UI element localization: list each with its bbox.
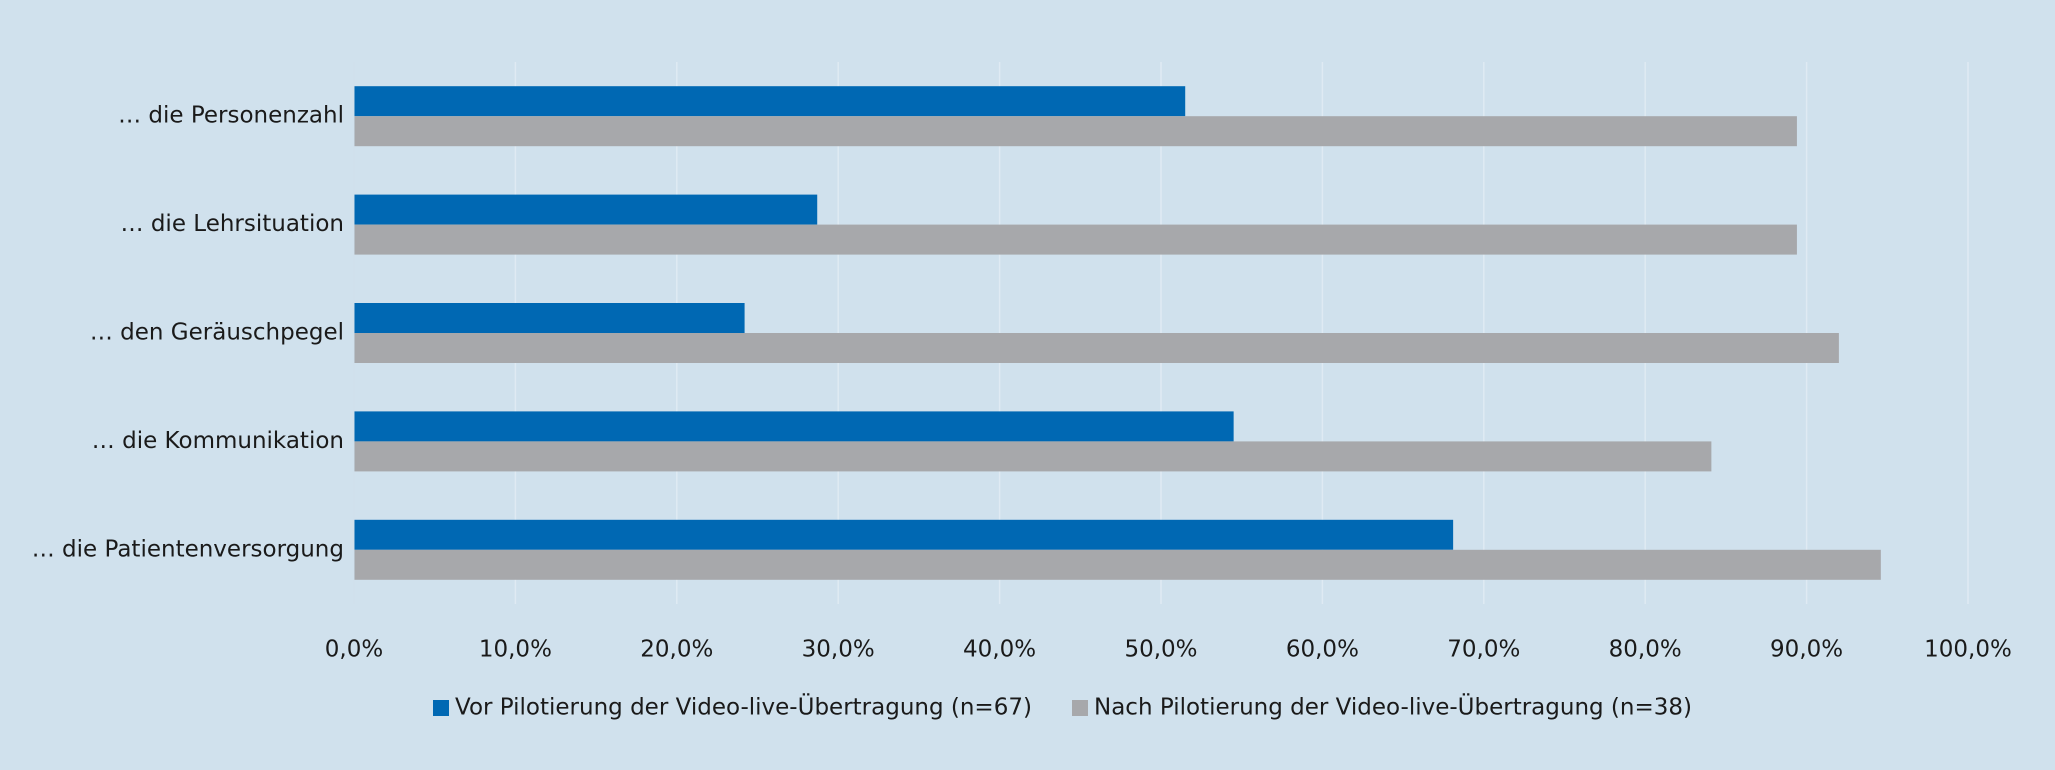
x-tick-label: 60,0% bbox=[1286, 637, 1359, 663]
x-tick-label: 30,0% bbox=[802, 637, 875, 663]
bar bbox=[354, 86, 1186, 117]
x-tick-label: 90,0% bbox=[1770, 637, 1843, 663]
x-tick-label: 20,0% bbox=[640, 637, 713, 663]
y-tick-label: … die Lehrsituation bbox=[121, 211, 344, 237]
x-tick-label: 40,0% bbox=[963, 637, 1036, 663]
y-tick-label: … die Patientenversorgung bbox=[32, 536, 344, 562]
bar bbox=[354, 519, 1454, 550]
bar bbox=[354, 441, 1712, 472]
x-tick-label: 0,0% bbox=[325, 637, 383, 663]
x-tick-label: 80,0% bbox=[1609, 637, 1682, 663]
legend-swatch bbox=[433, 700, 449, 716]
legend-label: Nach Pilotierung der Video-live-Übertrag… bbox=[1094, 693, 1692, 721]
x-tick-label: 70,0% bbox=[1447, 637, 1520, 663]
y-tick-label: … den Geräuschpegel bbox=[90, 320, 344, 346]
bar bbox=[354, 549, 1881, 580]
x-tick-label: 50,0% bbox=[1124, 637, 1197, 663]
bar bbox=[354, 116, 1797, 147]
bar bbox=[354, 194, 818, 225]
bar bbox=[354, 411, 1234, 442]
x-tick-label: 100,0% bbox=[1924, 637, 2012, 663]
x-tick-label: 10,0% bbox=[479, 637, 552, 663]
legend-swatch bbox=[1072, 700, 1088, 716]
legend-label: Vor Pilotierung der Video-live-Übertragu… bbox=[455, 693, 1032, 721]
bar bbox=[354, 224, 1797, 255]
y-tick-label: … die Kommunikation bbox=[92, 428, 344, 454]
bar bbox=[354, 333, 1839, 363]
y-tick-label: … die Personenzahl bbox=[118, 103, 344, 129]
bar bbox=[354, 303, 745, 333]
